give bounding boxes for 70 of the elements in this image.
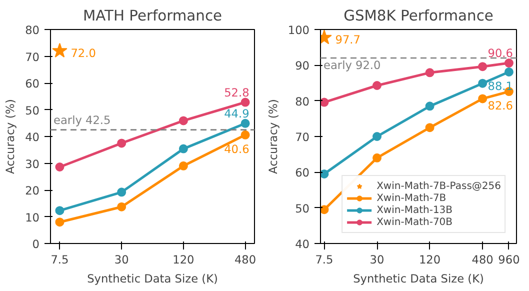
point: [425, 102, 434, 111]
point: [178, 144, 188, 154]
y-tick-label: 60: [295, 166, 310, 180]
point: [240, 118, 250, 128]
point: [320, 98, 329, 107]
data-label: 88.1: [488, 78, 513, 93]
point: [478, 94, 488, 104]
point: [320, 169, 329, 178]
x-tick-label: 120: [418, 252, 441, 266]
y-tick-label: 80: [25, 23, 40, 37]
y-axis-title: Accuracy (%): [3, 99, 18, 174]
data-label: 90.6: [488, 46, 513, 60]
y-tick-label: 60: [25, 76, 40, 90]
point: [372, 153, 382, 162]
y-tick-label: 40: [295, 237, 310, 251]
y-tick-label: 100: [288, 23, 310, 37]
ref-line-label: early 42.5: [54, 112, 111, 127]
y-tick-label: 50: [295, 201, 310, 216]
x-tick-label: 480: [234, 252, 256, 266]
point: [320, 205, 329, 214]
point: [55, 218, 64, 227]
y-tick-label: 10: [25, 210, 40, 224]
x-tick-label: 30: [370, 252, 384, 266]
y-tick-label: 40: [25, 130, 40, 144]
data-label: 97.7: [335, 32, 360, 47]
x-axis-title: Synthetic Data Size (K): [353, 272, 484, 286]
point: [55, 206, 64, 216]
point: [478, 78, 488, 88]
y-axis-title: Accuracy (%): [266, 99, 280, 174]
point: [117, 138, 126, 148]
y-tick-label: 70: [295, 130, 310, 144]
point: [178, 161, 188, 170]
y-tick-label: 50: [25, 103, 40, 118]
point: [425, 68, 434, 78]
data-label: 82.6: [488, 98, 513, 113]
x-tick-label: 7.5: [315, 252, 334, 266]
ref-line-label: early 92.0: [324, 58, 381, 72]
y-tick-label: 70: [25, 50, 40, 64]
legend-label: Xwin-Math-70B: [376, 216, 453, 228]
point: [425, 123, 434, 132]
y-tick-label: 0: [32, 237, 40, 251]
data-label: 72.0: [70, 46, 96, 60]
point: [117, 188, 126, 197]
legend-label: Xwin-Math-7B: [376, 192, 446, 204]
chart-title: GSM8K Performance: [344, 8, 494, 24]
y-tick-label: 30: [25, 156, 40, 171]
data-label: 52.8: [224, 85, 250, 100]
chart-title: MATH Performance: [82, 8, 222, 24]
data-label: 44.9: [224, 106, 250, 120]
x-tick-label: 30: [114, 252, 129, 266]
y-tick-label: 90: [295, 58, 310, 73]
point: [52, 42, 68, 58]
point: [117, 202, 126, 212]
x-tick-label: 480: [472, 252, 494, 266]
data-label: 40.6: [224, 142, 250, 156]
point: [478, 62, 488, 72]
point: [372, 81, 382, 90]
point: [55, 162, 64, 172]
y-tick-label: 20: [25, 184, 40, 198]
point: [372, 132, 382, 141]
legend-label: Xwin-Math-13B: [376, 204, 453, 216]
point: [240, 130, 250, 140]
legend-label: Xwin-Math-7B-Pass@256: [376, 180, 501, 192]
x-axis-title: Synthetic Data Size (K): [87, 272, 218, 286]
x-tick-label: 960: [498, 252, 520, 266]
x-tick-label: 120: [172, 252, 194, 266]
x-tick-label: 7.5: [50, 252, 69, 266]
y-tick-label: 80: [295, 94, 310, 108]
point: [240, 98, 250, 107]
point: [178, 116, 188, 126]
